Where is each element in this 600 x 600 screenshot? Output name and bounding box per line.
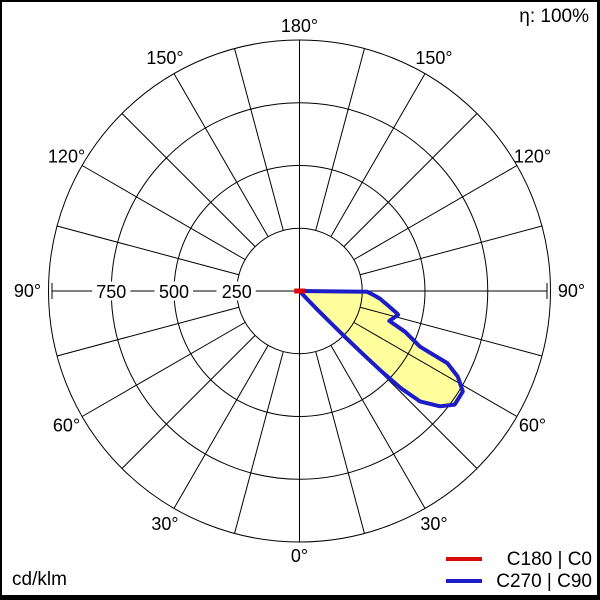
angle-grid-line: [353, 321, 518, 417]
unit-label: cd/klm: [12, 569, 67, 590]
angle-label: 30°: [420, 514, 447, 534]
angle-label: 60°: [53, 416, 80, 436]
angle-grid-line: [234, 351, 284, 534]
angle-grid-line: [173, 73, 269, 237]
angle-grid-line: [121, 335, 256, 469]
angle-grid-line: [353, 165, 518, 261]
efficiency-label: η: 100%: [519, 6, 589, 27]
legend-row-c90: C270 | C90: [446, 570, 592, 592]
frame-border-bottom: [0, 595, 600, 600]
angle-label: 90°: [14, 281, 41, 301]
radial-scale-label-bg: [155, 281, 193, 301]
legend: C180 | C0 C270 | C90: [446, 548, 592, 592]
radial-scale-label-bg: [92, 281, 131, 301]
c0-line-swatch: [446, 557, 482, 561]
angle-grid-line: [81, 321, 246, 417]
c90-curve: [297, 289, 465, 409]
angle-grid-line: [315, 48, 365, 231]
frame-border-right: [597, 0, 600, 600]
angle-grid-line: [234, 48, 284, 231]
angle-grid-line: [330, 73, 426, 237]
radial-scale-label-bg: [217, 281, 256, 301]
angle-label: 150°: [146, 48, 183, 68]
angle-label: 120°: [48, 147, 85, 167]
angle-grid-line: [56, 306, 240, 357]
angle-label: 90°: [558, 281, 585, 301]
angle-grid-line: [359, 306, 543, 357]
c90-line-swatch: [446, 579, 482, 583]
c90-lobe-fill: [299, 291, 463, 407]
legend-label-c0: C180 | C0: [506, 548, 592, 570]
radial-scale-label: 250: [222, 282, 252, 302]
angle-label: 30°: [151, 514, 178, 534]
radial-scale-label: 750: [96, 282, 126, 302]
angle-label: 60°: [519, 416, 546, 436]
angle-label: 0°: [291, 546, 308, 566]
frame-border-left: [0, 0, 2, 600]
angle-label: 180°: [281, 16, 318, 36]
frame-border-top: [0, 0, 600, 2]
legend-label-c90: C270 | C90: [496, 570, 592, 592]
angle-grid-line: [121, 113, 256, 247]
angle-grid-line: [343, 113, 478, 247]
angle-grid-line: [81, 165, 246, 261]
angle-grid-line: [315, 351, 365, 534]
angle-grid-line: [359, 225, 543, 276]
angle-label: 150°: [415, 48, 452, 68]
radial-scale-label: 500: [159, 282, 189, 302]
legend-row-c0: C180 | C0: [446, 548, 592, 570]
angle-label: 120°: [514, 147, 551, 167]
angle-grid-line: [173, 345, 269, 509]
angle-grid-line: [330, 345, 426, 509]
angle-grid-line: [56, 225, 240, 276]
